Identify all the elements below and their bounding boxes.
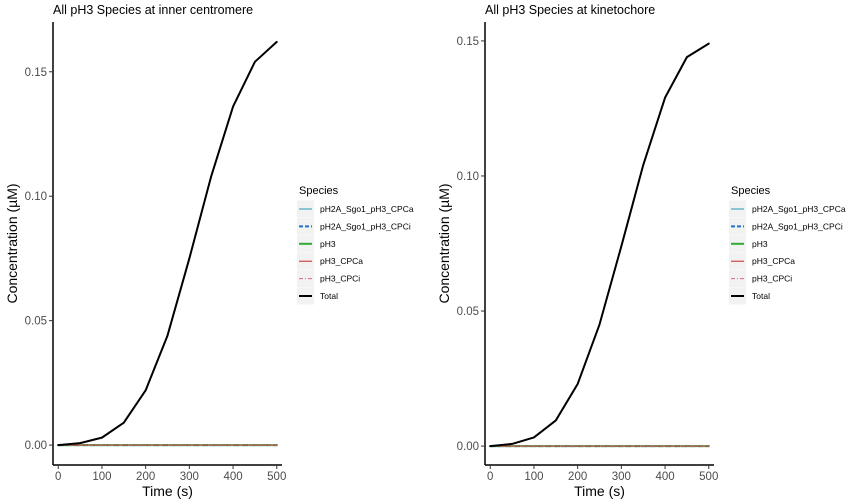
chart-panel-2: All pH3 Species at kinetochore 0.00 0.05 0.… [436, 3, 846, 499]
legend-label-cpci-sgo1: pH2A_Sgo1_pH3_CPCi [320, 221, 411, 231]
y-tick-label: 0.10 [25, 191, 47, 203]
legend: Species pH2A_Sgo1_pH3_CPCa pH2A_Sgo1_pH3_C… [297, 185, 414, 305]
legend-label-ph3-cpci: pH3_CPCi [752, 274, 792, 284]
y-tick-label: 0.00 [457, 441, 479, 453]
legend-title: Species [299, 185, 339, 197]
legend-label-ph3: pH3 [320, 239, 336, 249]
chart-title: All pH3 Species at kinetochore [485, 3, 655, 17]
y-tick-label: 0.00 [25, 440, 47, 452]
x-axis-label: Time (s) [574, 483, 625, 499]
chart-title: All pH3 Species at inner centromere [53, 3, 253, 17]
x-tick-label: 100 [524, 471, 543, 483]
y-tick-label: 0.05 [25, 316, 47, 328]
x-tick-label: 0 [487, 471, 493, 483]
legend-label-total: Total [320, 291, 338, 301]
x-tick-label: 500 [699, 471, 718, 483]
x-tick-label: 400 [223, 471, 242, 483]
y-tick-label: 0.15 [25, 67, 47, 79]
x-tick-label: 0 [55, 471, 61, 483]
legend-label-cpca-sgo1: pH2A_Sgo1_pH3_CPCa [320, 204, 414, 214]
legend-label-total: Total [752, 291, 770, 301]
x-tick-label: 500 [267, 471, 286, 483]
legend-label-ph3-cpca: pH3_CPCa [320, 256, 363, 266]
x-axis-label: Time (s) [142, 483, 193, 499]
legend-label-ph3-cpci: pH3_CPCi [320, 274, 360, 284]
x-tick-label: 200 [568, 471, 587, 483]
series-line-total [57, 40, 278, 447]
legend-label-ph3-cpca: pH3_CPCa [752, 256, 795, 266]
legend-title: Species [731, 185, 771, 197]
legend-label-cpci-sgo1: pH2A_Sgo1_pH3_CPCi [752, 221, 843, 231]
y-axis-label: Concentration (µM) [4, 183, 20, 303]
y-axis-label: Concentration (µM) [436, 183, 452, 303]
y-tick-label: 0.15 [457, 36, 479, 48]
y-tick-label: 0.10 [457, 171, 479, 183]
chart-panel-1: All pH3 Species at inner centromere 0.00 0… [4, 3, 414, 499]
x-tick-label: 400 [655, 471, 674, 483]
legend-label-ph3: pH3 [752, 239, 768, 249]
x-tick-label: 300 [612, 471, 631, 483]
x-tick-label: 100 [92, 471, 111, 483]
legend: Species pH2A_Sgo1_pH3_CPCa pH2A_Sgo1_pH3_C… [729, 185, 846, 305]
series-line-total [489, 42, 710, 448]
legend-label-cpca-sgo1: pH2A_Sgo1_pH3_CPCa [752, 204, 846, 214]
y-tick-label: 0.05 [457, 306, 479, 318]
x-tick-label: 300 [180, 471, 199, 483]
x-tick-label: 200 [136, 471, 155, 483]
